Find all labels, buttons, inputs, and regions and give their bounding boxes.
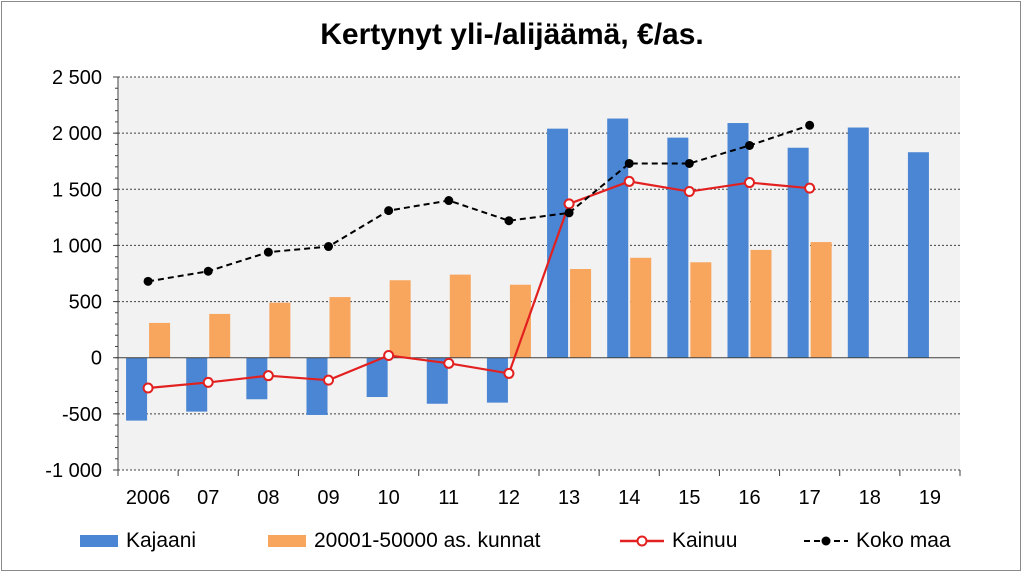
legend-swatch-kajaani bbox=[80, 535, 118, 547]
bar-kajaani bbox=[667, 137, 689, 358]
point-koko-maa bbox=[384, 206, 394, 216]
x-tick-label: 2006 bbox=[126, 487, 171, 509]
point-kainuu bbox=[262, 370, 274, 382]
x-tick-label: 08 bbox=[257, 487, 279, 509]
x-tick-label: 19 bbox=[919, 487, 941, 509]
legend-item-kajaani: Kajaani bbox=[80, 524, 196, 558]
bar-comparison-municipalities bbox=[690, 262, 712, 358]
point-kainuu bbox=[683, 186, 695, 198]
bar-kajaani bbox=[847, 127, 869, 358]
point-kainuu bbox=[383, 349, 395, 361]
line-koko-maa bbox=[147, 124, 810, 283]
chart-legend: Kajaani 20001-50000 as. kunnat Kainuu Ko… bbox=[0, 524, 1024, 558]
bar-comparison-municipalities bbox=[630, 257, 652, 358]
x-tick-label: 11 bbox=[438, 487, 459, 509]
point-kainuu bbox=[623, 175, 635, 187]
y-tick-label: -500 bbox=[62, 404, 102, 426]
point-koko-maa bbox=[805, 120, 815, 130]
point-kainuu bbox=[323, 374, 334, 386]
bar-kajaani bbox=[607, 118, 629, 358]
chart-title: Kertynyt yli-/alijäämä, €/as. bbox=[320, 18, 704, 51]
x-tick-label: 07 bbox=[197, 487, 219, 509]
bar-kajaani bbox=[787, 147, 809, 358]
y-tick-label: 2 500 bbox=[52, 67, 102, 89]
line-kainuu bbox=[147, 180, 810, 390]
y-tick-label: 1 500 bbox=[52, 179, 102, 201]
x-tick-label: 12 bbox=[498, 487, 520, 509]
y-tick-label: -1 000 bbox=[45, 460, 102, 482]
bar-comparison-municipalities bbox=[389, 280, 411, 358]
y-tick-label: 2 000 bbox=[52, 123, 102, 145]
plot-area bbox=[118, 77, 960, 470]
point-koko-maa bbox=[143, 276, 153, 286]
bar-comparison-municipalities bbox=[570, 269, 592, 358]
x-tick-label: 16 bbox=[738, 487, 760, 509]
bar-kajaani bbox=[426, 357, 448, 404]
x-tick-label: 18 bbox=[859, 487, 881, 509]
legend-label-comparison-municipalities: 20001-50000 as. kunnat bbox=[314, 529, 541, 552]
point-kainuu bbox=[804, 182, 816, 194]
point-koko-maa bbox=[684, 158, 694, 168]
bar-kajaani bbox=[907, 152, 929, 358]
bar-comparison-municipalities bbox=[810, 242, 832, 358]
bar-comparison-municipalities bbox=[269, 302, 291, 358]
bar-comparison-municipalities bbox=[509, 284, 531, 358]
x-tick-label: 09 bbox=[317, 487, 339, 509]
point-koko-maa bbox=[624, 158, 634, 168]
point-koko-maa bbox=[324, 242, 333, 252]
x-tick-label: 17 bbox=[799, 487, 821, 509]
bar-kajaani bbox=[727, 123, 749, 358]
point-koko-maa bbox=[564, 208, 574, 218]
legend-swatch-comparison-municipalities bbox=[268, 535, 306, 547]
point-kainuu bbox=[503, 367, 515, 379]
point-kainuu bbox=[142, 382, 154, 394]
point-koko-maa bbox=[504, 216, 514, 226]
bar-comparison-municipalities bbox=[449, 274, 471, 358]
legend-label-koko-maa: Koko maa bbox=[856, 529, 951, 552]
x-tick-label: 14 bbox=[618, 487, 640, 509]
point-koko-maa bbox=[444, 196, 454, 206]
legend-item-koko-maa: Koko maa bbox=[804, 524, 951, 558]
point-koko-maa bbox=[203, 266, 213, 276]
bar-kajaani bbox=[547, 128, 569, 358]
legend-swatch-kainuu bbox=[620, 535, 664, 547]
point-kainuu bbox=[563, 198, 575, 210]
bar-kajaani bbox=[126, 357, 148, 421]
x-tick-label: 10 bbox=[378, 487, 400, 509]
point-kainuu bbox=[202, 376, 214, 388]
bar-comparison-municipalities bbox=[750, 249, 772, 358]
y-tick-label: 1 000 bbox=[52, 235, 102, 257]
bar-kajaani bbox=[186, 357, 208, 412]
bar-comparison-municipalities bbox=[209, 313, 231, 358]
bar-comparison-municipalities bbox=[149, 322, 171, 358]
bar-kajaani bbox=[366, 357, 388, 398]
legend-item-comparison-municipalities: 20001-50000 as. kunnat bbox=[268, 524, 541, 558]
legend-label-kajaani: Kajaani bbox=[126, 529, 197, 552]
legend-item-kainuu: Kainuu bbox=[620, 524, 737, 558]
point-koko-maa bbox=[263, 247, 273, 257]
bar-comparison-municipalities bbox=[329, 297, 351, 358]
x-tick-label: 15 bbox=[678, 487, 700, 509]
y-tick-label: 0 bbox=[91, 348, 102, 370]
point-koko-maa bbox=[745, 140, 754, 150]
point-kainuu bbox=[443, 357, 455, 369]
x-tick-label: 13 bbox=[558, 487, 580, 509]
y-tick-label: 500 bbox=[69, 292, 102, 314]
bar-kajaani bbox=[486, 357, 508, 403]
legend-label-kainuu: Kainuu bbox=[672, 529, 738, 552]
bar-kajaani bbox=[306, 357, 328, 415]
bar-kajaani bbox=[246, 357, 268, 400]
point-kainuu bbox=[744, 177, 755, 189]
legend-swatch-koko-maa bbox=[804, 536, 848, 546]
